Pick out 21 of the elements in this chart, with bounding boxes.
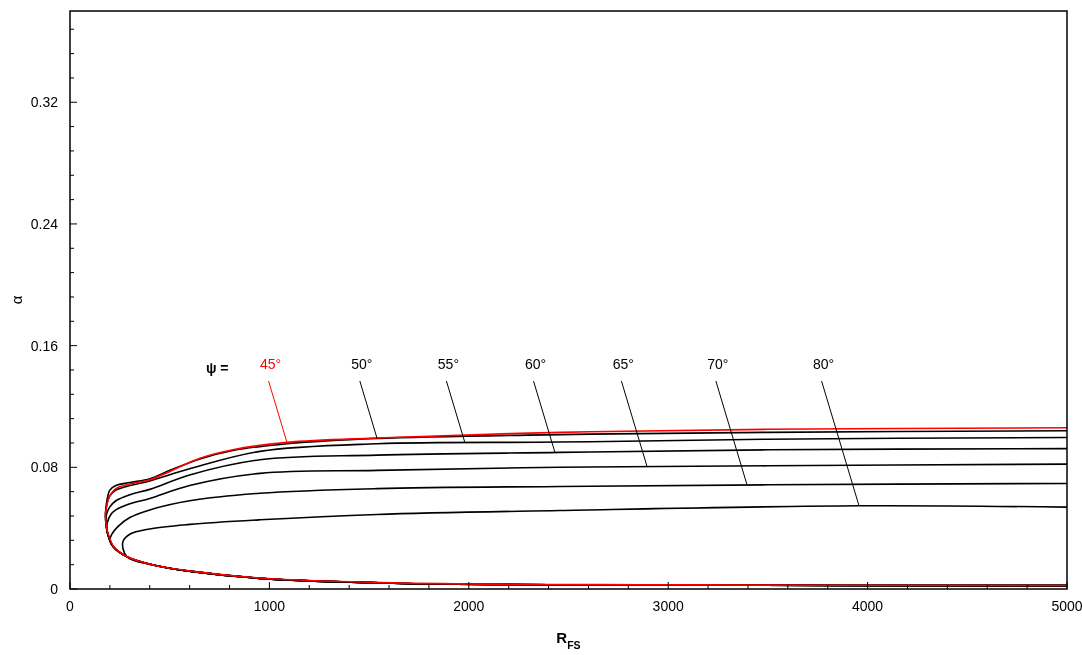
annotation: 55°: [437, 356, 459, 372]
x-tick-label: 3000: [652, 598, 684, 614]
y-tick-label: 0.32: [30, 94, 59, 111]
x-tick-label: 4000: [852, 598, 884, 614]
x-tick-label: 5000: [1051, 598, 1082, 614]
x-axis-title: R$_{FS}$: [556, 629, 581, 651]
annotation: 45°: [259, 356, 282, 372]
x-tick-label: 1000: [253, 598, 286, 614]
x-tick-label: 2000: [453, 598, 485, 614]
x-tick-label: 0: [66, 598, 75, 614]
y-axis-title: α: [8, 295, 25, 305]
annotation: 50°: [351, 356, 373, 372]
annotation: 65°: [612, 356, 634, 372]
annotation: 80°: [813, 356, 835, 372]
annotation: 60°: [524, 356, 547, 372]
y-tick-label: 0.08: [30, 459, 59, 476]
y-tick-label: 0.16: [30, 337, 59, 354]
y-tick-label: 0: [50, 581, 59, 597]
y-tick-label: 0.24: [30, 215, 59, 232]
annotation: ψ =: [205, 360, 229, 376]
annotation: 70°: [707, 356, 729, 372]
